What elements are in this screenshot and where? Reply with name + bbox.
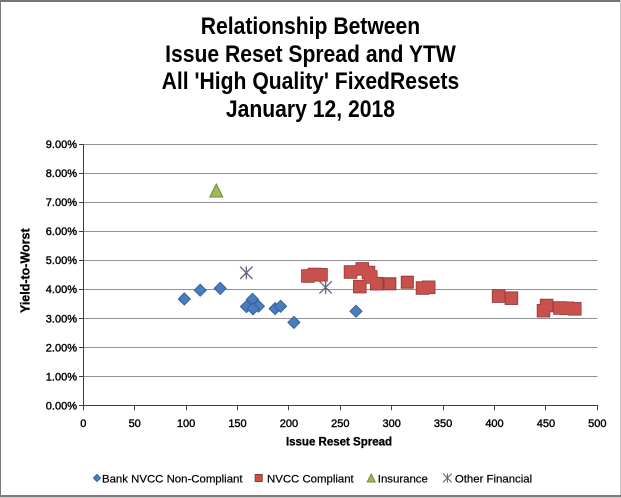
svg-text:Yield-to-Worst: Yield-to-Worst <box>18 228 32 314</box>
svg-text:300: 300 <box>383 418 401 430</box>
svg-text:Bank NVCC Non-Compliant: Bank NVCC Non-Compliant <box>102 473 243 485</box>
svg-text:Other Financial: Other Financial <box>455 473 532 485</box>
svg-text:3.00%: 3.00% <box>46 313 77 325</box>
svg-text:9.00%: 9.00% <box>46 139 77 151</box>
svg-text:400: 400 <box>485 418 503 430</box>
svg-text:8.00%: 8.00% <box>46 168 77 180</box>
svg-text:250: 250 <box>331 418 349 430</box>
svg-text:450: 450 <box>537 418 555 430</box>
svg-text:350: 350 <box>434 418 452 430</box>
svg-text:1.00%: 1.00% <box>46 371 77 383</box>
svg-text:6.00%: 6.00% <box>46 226 77 238</box>
svg-text:4.00%: 4.00% <box>46 284 77 296</box>
svg-text:150: 150 <box>228 418 246 430</box>
svg-text:Issue Reset Spread: Issue Reset Spread <box>286 437 392 449</box>
svg-text:0: 0 <box>80 418 86 430</box>
svg-text:0.00%: 0.00% <box>46 400 77 412</box>
svg-text:200: 200 <box>280 418 298 430</box>
svg-text:7.00%: 7.00% <box>46 197 77 209</box>
svg-text:2.00%: 2.00% <box>46 342 77 354</box>
svg-text:500: 500 <box>588 418 606 430</box>
svg-text:5.00%: 5.00% <box>46 255 77 267</box>
svg-text:Insurance: Insurance <box>378 473 428 485</box>
svg-text:NVCC Compliant: NVCC Compliant <box>267 473 355 485</box>
svg-text:100: 100 <box>177 418 195 430</box>
svg-text:50: 50 <box>129 418 141 430</box>
